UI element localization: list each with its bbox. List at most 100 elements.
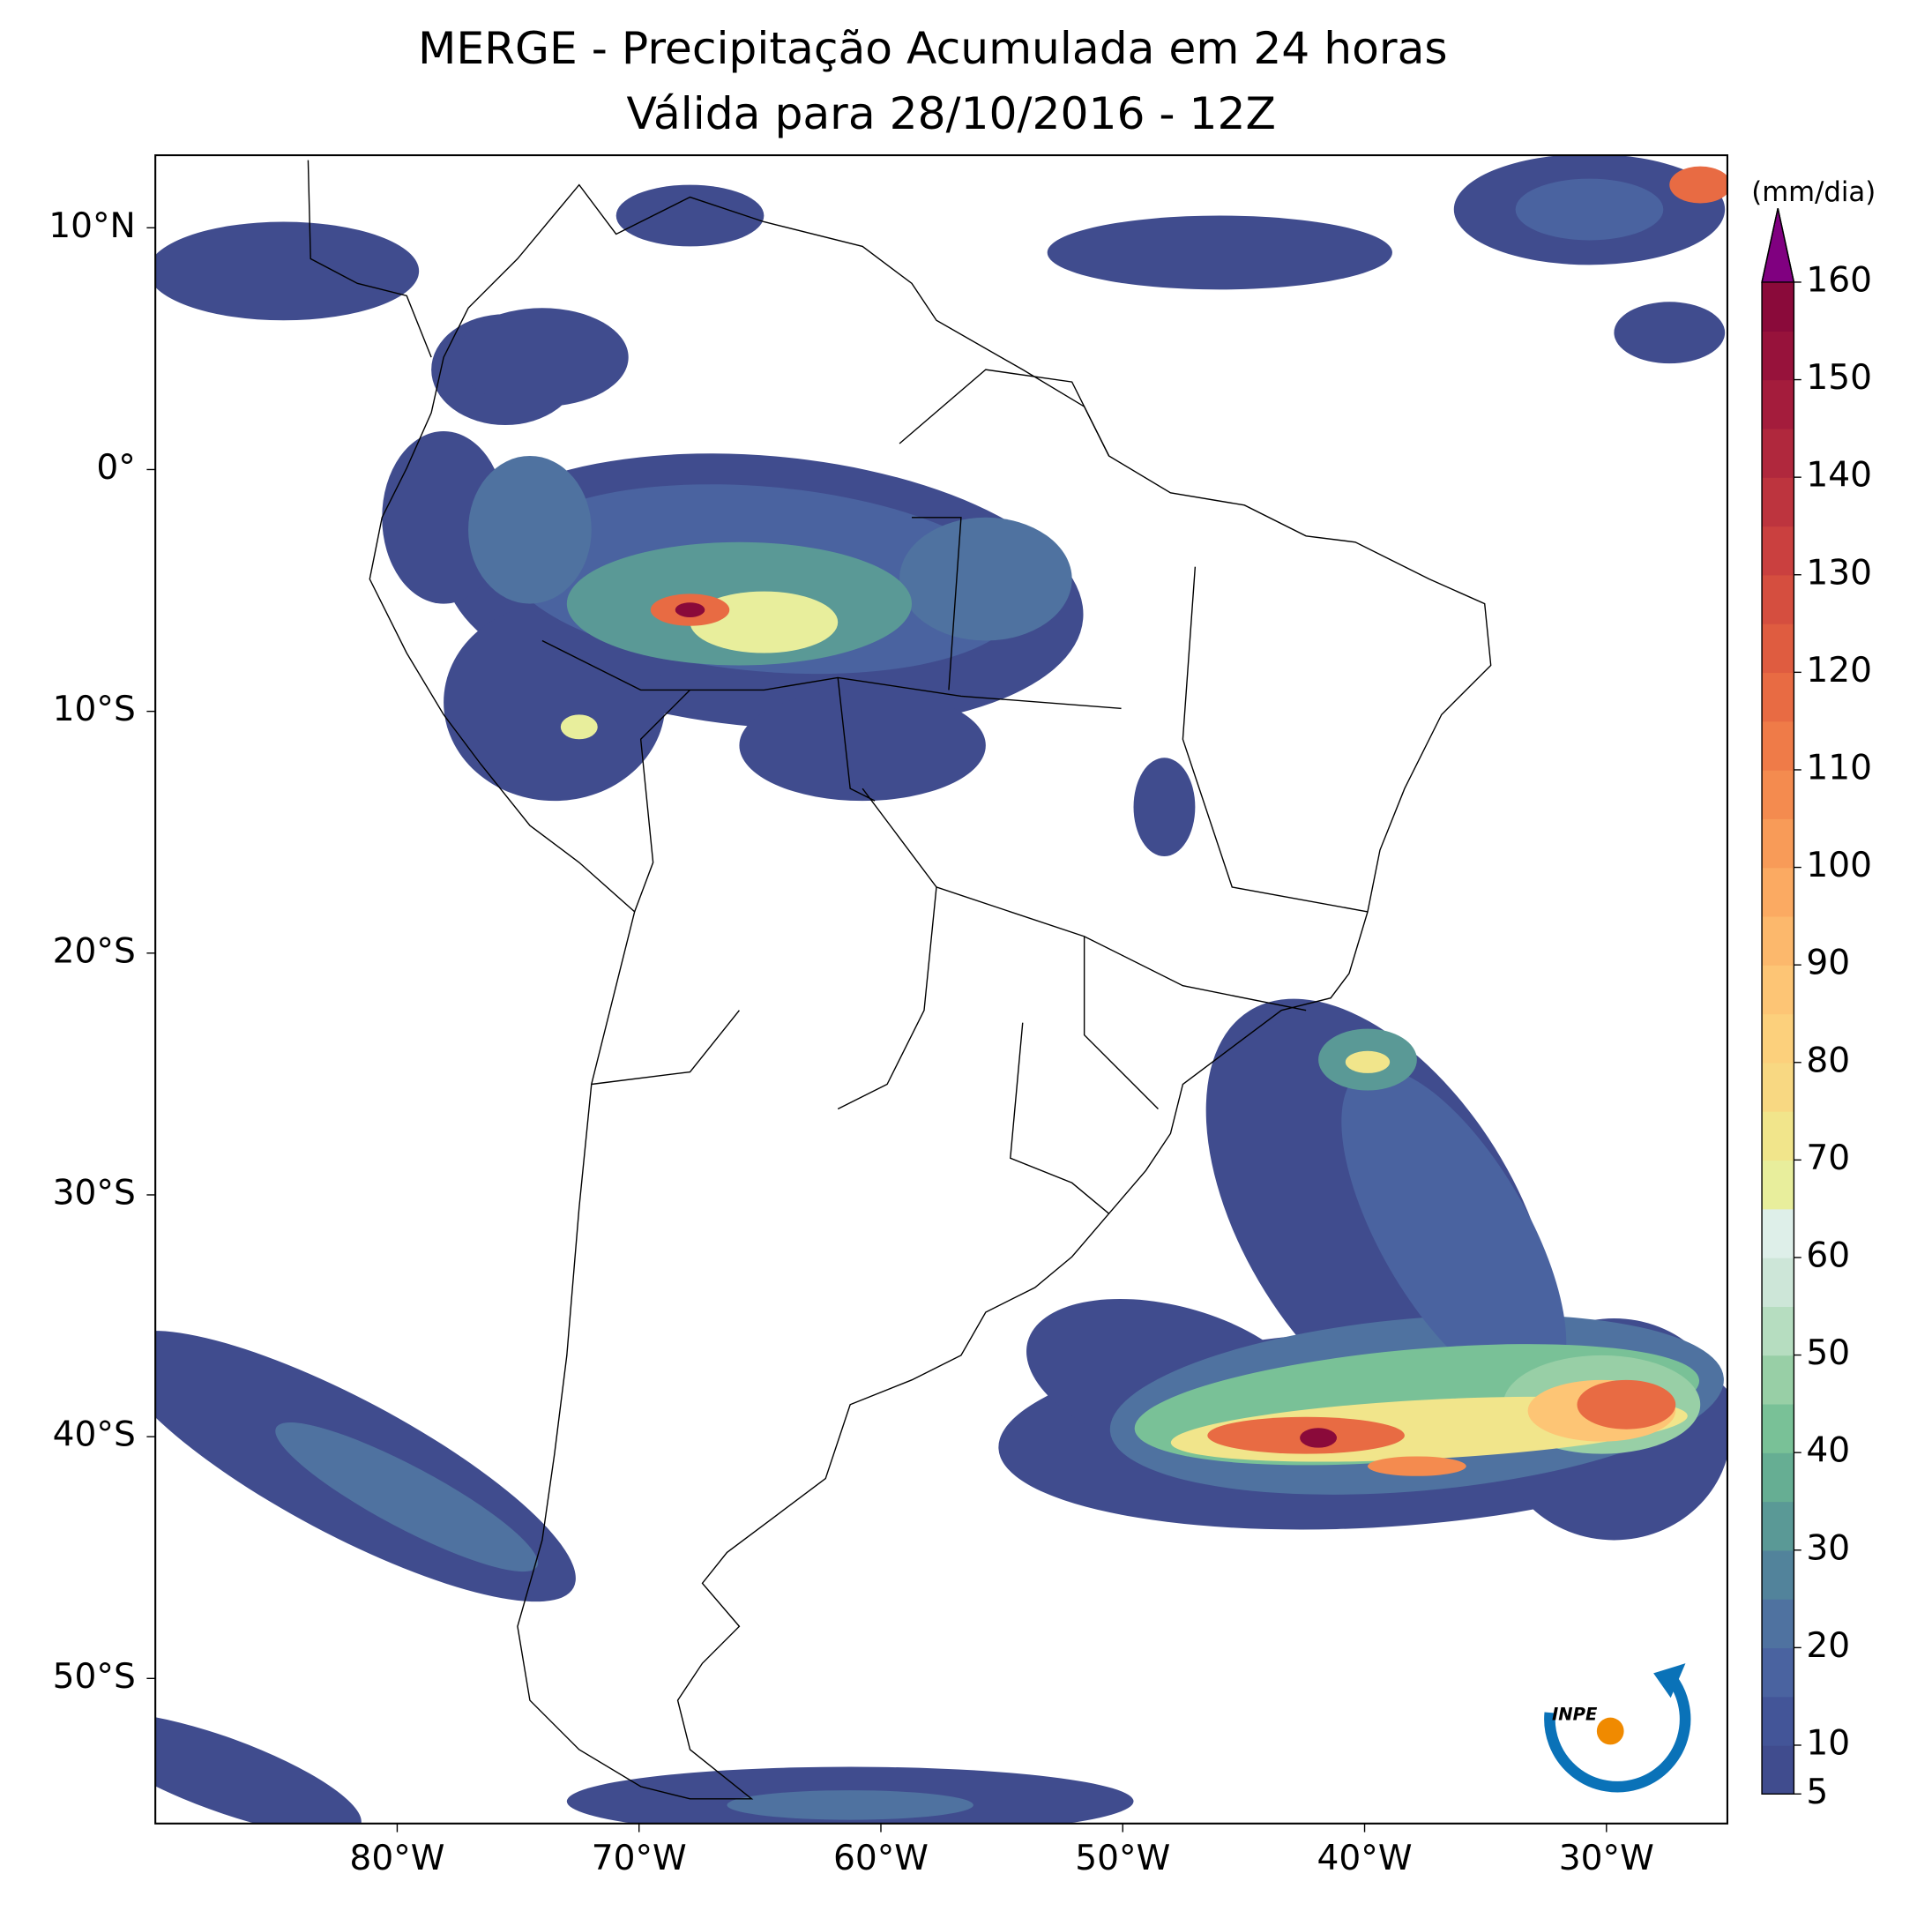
- y-tick-label: 10°S: [53, 690, 136, 729]
- logo-dot: [1596, 1717, 1624, 1745]
- colorbar-segment: [1762, 331, 1794, 381]
- colorbar-segment: [1762, 1549, 1794, 1600]
- colorbar-segment: [1762, 574, 1794, 624]
- y-tick-label: 0°: [96, 448, 135, 488]
- colorbar-tick-label: 160: [1806, 260, 1872, 300]
- colorbar-segment: [1762, 1257, 1794, 1307]
- precip-area: [560, 714, 598, 740]
- precip-area: [1669, 166, 1727, 204]
- chart-title: MERGE - Precipitação Acumulada em 24 hor…: [418, 22, 1448, 74]
- precip-area: [155, 1713, 362, 1824]
- colorbar-tick-label: 100: [1806, 846, 1872, 885]
- y-tick-label: 30°S: [53, 1173, 136, 1213]
- colorbar-segment: [1762, 1599, 1794, 1649]
- map-frame: [154, 153, 1728, 1825]
- colorbar-segment: [1762, 867, 1794, 917]
- colorbar-tick-label: 50: [1806, 1333, 1850, 1373]
- colorbar-tick-label: 140: [1806, 456, 1872, 496]
- colorbar-segment: [1762, 1647, 1794, 1698]
- precip-area: [899, 517, 1072, 641]
- colorbar-tick-label: 30: [1806, 1528, 1850, 1568]
- colorbar-segment: [1762, 720, 1794, 771]
- colorbar-tick-label: 70: [1806, 1138, 1850, 1178]
- x-tick-label: 70°W: [592, 1839, 687, 1878]
- colorbar-segment: [1762, 818, 1794, 869]
- x-tick-label: 50°W: [1075, 1839, 1170, 1878]
- x-tick-label: 80°W: [349, 1839, 444, 1878]
- colorbar-tick-label: 10: [1806, 1723, 1850, 1763]
- colorbar-segment: [1762, 1452, 1794, 1503]
- precip-area: [1341, 1067, 1567, 1397]
- colorbar-segment: [1762, 1013, 1794, 1064]
- precip-area: [675, 602, 705, 617]
- x-tick-label: 40°W: [1317, 1839, 1413, 1878]
- colorbar-tick-label: 120: [1806, 651, 1872, 690]
- logo-arrow: [1653, 1663, 1686, 1698]
- precip-area: [444, 603, 666, 802]
- precip-field: [155, 155, 1727, 1824]
- colorbar-label: (mm/dia): [1751, 176, 1876, 208]
- precip-area: [1614, 302, 1726, 364]
- colorbar-segment: [1762, 1696, 1794, 1746]
- colorbar-tick-label: 60: [1806, 1235, 1850, 1275]
- colorbar-segment: [1762, 281, 1794, 332]
- colorbar-tick-label: 40: [1806, 1431, 1850, 1471]
- colorbar-frame: [1761, 207, 1795, 1795]
- colorbar-segment: [1762, 623, 1794, 674]
- precip-area: [1367, 1456, 1466, 1476]
- precip-area: [1345, 1050, 1391, 1073]
- colorbar-extend: [1761, 207, 1795, 283]
- colorbar-tick-label: 130: [1806, 553, 1872, 593]
- logo-text: INPE: [1552, 1704, 1598, 1724]
- colorbar-segment: [1762, 526, 1794, 576]
- y-tick-label: 20°S: [53, 931, 136, 971]
- colorbar-segment: [1762, 965, 1794, 1015]
- chart-subtitle: Válida para 28/10/2016 - 12Z: [626, 87, 1276, 139]
- precip-area: [727, 1790, 973, 1820]
- y-tick-label: 40°S: [53, 1415, 136, 1455]
- colorbar-segment: [1762, 1306, 1794, 1356]
- colorbar-segment: [1762, 477, 1794, 527]
- precip-area: [468, 455, 592, 604]
- colorbar-tick-label: 110: [1806, 748, 1872, 788]
- colorbar-segment: [1762, 1501, 1794, 1551]
- colorbar-tick-label: 5: [1806, 1773, 1828, 1812]
- precip-area: [155, 221, 420, 321]
- colorbar-segment: [1762, 672, 1794, 722]
- colorbar-segment: [1762, 379, 1794, 429]
- colorbar-segment: [1762, 1744, 1794, 1795]
- colorbar-segment: [1762, 1111, 1794, 1161]
- precip-area: [1577, 1379, 1676, 1430]
- y-tick-label: 50°S: [53, 1657, 136, 1697]
- logo-arc: [1544, 1672, 1691, 1793]
- precip-area: [615, 184, 765, 247]
- precip-area: [275, 1422, 539, 1572]
- colorbar-segment: [1762, 1062, 1794, 1112]
- colorbar-segment: [1762, 1355, 1794, 1405]
- colorbar-segment: [1762, 1160, 1794, 1210]
- central-america-outline: [307, 160, 432, 358]
- south-america-outline: [369, 183, 1492, 1800]
- border: [541, 369, 1369, 1214]
- colorbar-segment: [1762, 769, 1794, 819]
- colorbar-tick-label: 90: [1806, 944, 1850, 983]
- coastlines: [307, 160, 1492, 1800]
- colorbar-tick-label: 20: [1806, 1626, 1850, 1666]
- colorbar-segment: [1762, 428, 1794, 478]
- logo: INPE: [1544, 1663, 1691, 1793]
- precip-area: [1300, 1428, 1338, 1448]
- colorbar-segment: [1762, 1403, 1794, 1453]
- colorbar-tick-label: 80: [1806, 1041, 1850, 1080]
- y-tick-label: 10°N: [48, 206, 136, 246]
- x-tick-label: 30°W: [1559, 1839, 1654, 1878]
- colorbar-segment: [1762, 1208, 1794, 1258]
- precip-area: [739, 690, 986, 802]
- colorbar-segment: [1762, 915, 1794, 966]
- precip-area: [1515, 178, 1664, 241]
- precip-area: [456, 308, 629, 407]
- colorbar-tick-label: 150: [1806, 358, 1872, 398]
- precip-area: [1047, 215, 1392, 290]
- x-tick-label: 60°W: [833, 1839, 929, 1878]
